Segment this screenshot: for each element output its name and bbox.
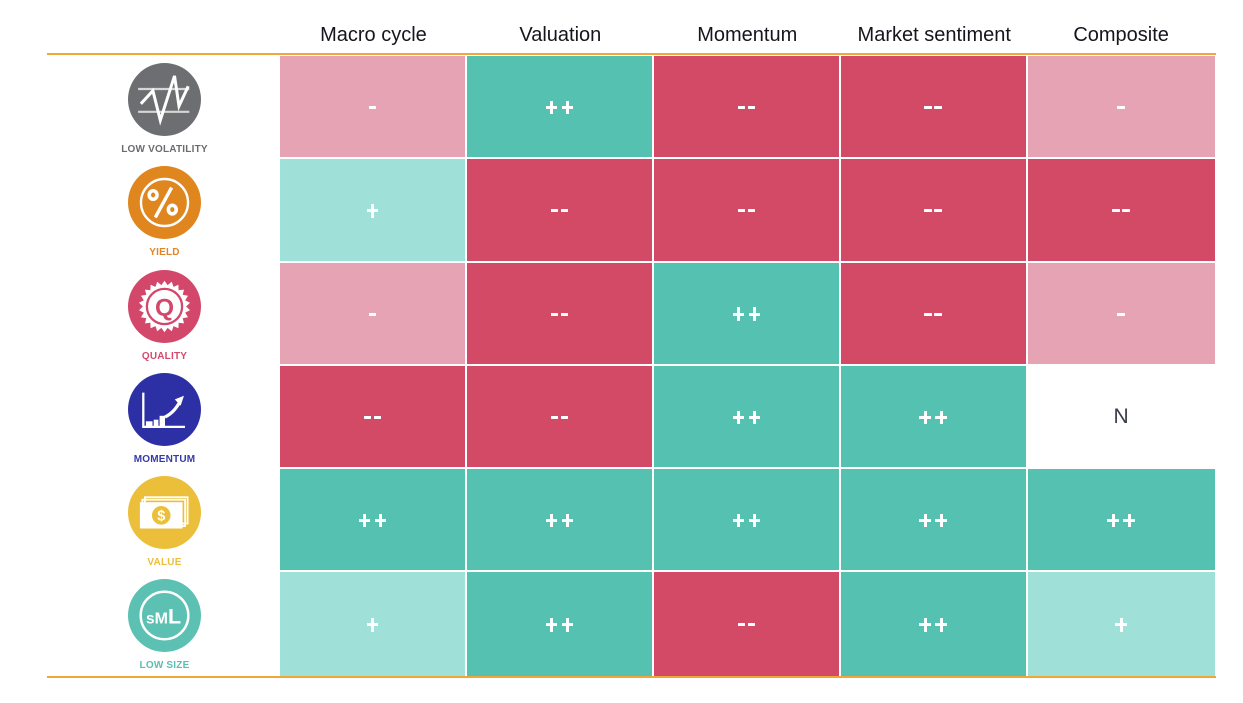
svg-text:sML: sML: [146, 605, 181, 629]
svg-text:Q: Q: [155, 294, 174, 321]
svg-text:$: $: [157, 508, 165, 524]
